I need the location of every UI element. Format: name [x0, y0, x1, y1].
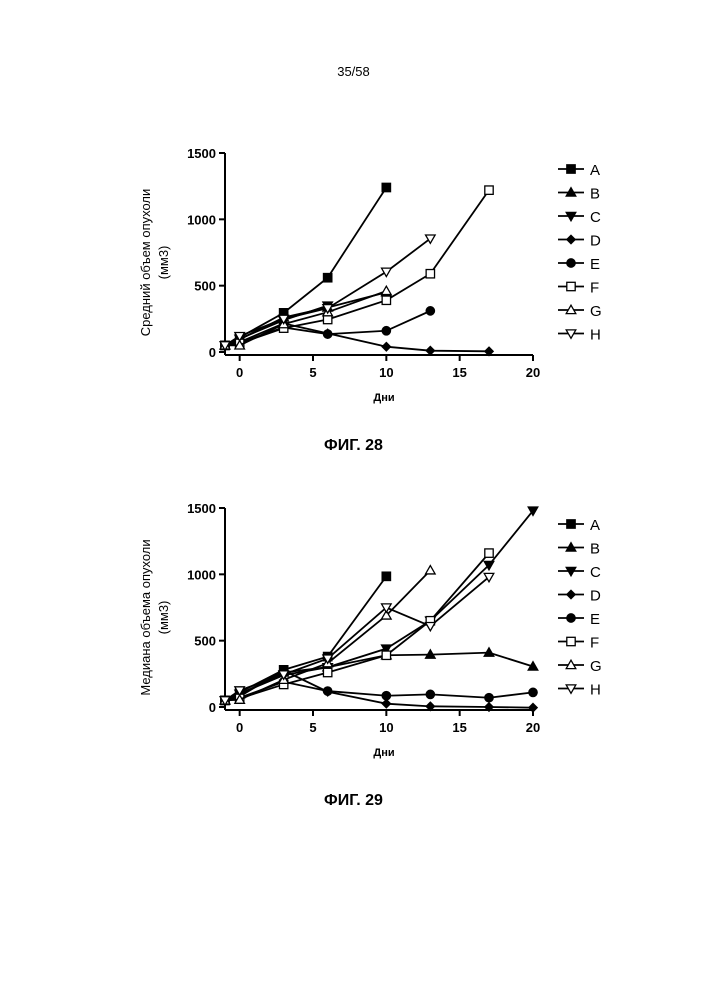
fig29-series-E-point [323, 687, 331, 695]
fig29-legend-marker [567, 590, 575, 598]
fig28-legend-marker [567, 165, 575, 173]
fig28-legend-item-A: A [558, 162, 600, 179]
fig28-series-A-point [323, 274, 331, 282]
fig28-y-tick-label: 1000 [187, 212, 216, 227]
fig29-series-D-point [382, 699, 390, 707]
fig28-legend-label: H [590, 327, 601, 344]
fig28-legend-item-B: B [558, 186, 600, 203]
fig28-legend-item-G: G [558, 303, 602, 320]
fig29-legend-label: G [590, 658, 602, 675]
fig29-legend-item-D: D [558, 588, 601, 605]
fig28-y-axis-label: Средний объем опухоли [138, 189, 153, 337]
fig29-x-axis-label: Дни [373, 747, 394, 759]
fig28-legend-label: E [590, 256, 600, 273]
fig29-series-A-point [382, 572, 390, 580]
fig29-series-F-point [323, 668, 331, 676]
fig29-legend-item-G: G [558, 658, 602, 675]
fig29-legend-item-F: F [558, 635, 599, 652]
fig29-x-tick-label: 0 [236, 720, 243, 735]
fig28-series-G-point [382, 286, 392, 294]
fig28-series-F-point [485, 186, 493, 194]
fig29-series-G [220, 566, 435, 704]
figure-29-caption: ФИГ. 29 [0, 792, 707, 810]
fig29-series-E-point [529, 688, 537, 696]
fig28-y-tick-label: 500 [194, 279, 216, 294]
fig29-series-C-line [225, 511, 533, 701]
fig29-legend-label: A [590, 517, 600, 534]
fig28-legend-item-D: D [558, 233, 601, 250]
fig29-series-A [221, 572, 391, 704]
fig28-series-E-point [426, 307, 434, 315]
fig28-series-F-point [426, 270, 434, 278]
fig29-series-C [220, 507, 538, 705]
fig28-series-E-point [323, 330, 331, 338]
fig28-y-axis-label: (мм3) [156, 246, 171, 280]
fig29-legend-item-C: C [558, 564, 601, 581]
fig28-legend-marker [567, 235, 575, 243]
fig29-y-tick-label: 0 [209, 700, 216, 715]
fig29-series-E-point [382, 692, 390, 700]
fig28-series-A-line [225, 187, 386, 345]
fig28-legend-item-E: E [558, 256, 600, 273]
figure-29-chart: 0 500 1000 1500 0 5 10 15 20 Дни Медиана объема оп… [0, 355, 707, 825]
fig28-legend-marker [567, 282, 575, 290]
fig29-legend-label: E [590, 611, 600, 628]
fig28-legend-label: C [590, 209, 601, 226]
fig28-legend-label: F [590, 280, 599, 297]
fig29-legend-label: F [590, 635, 599, 652]
fig28-legend-marker [567, 259, 575, 267]
fig29-series-F-point [485, 549, 493, 557]
fig29-y-tick-label: 500 [194, 634, 216, 649]
fig29-x-tick-label: 20 [526, 720, 540, 735]
fig28-legend-item-C: C [558, 209, 601, 226]
fig28-series-A-point [382, 183, 390, 191]
fig29-legend-label: H [590, 682, 601, 699]
fig28-legend-item-H: H [558, 327, 601, 344]
fig29-legend-item-E: E [558, 611, 600, 628]
fig28-y-tick-label: 1500 [187, 146, 216, 161]
fig29-series-G-line [225, 570, 430, 700]
fig29-series-F-line [225, 553, 489, 700]
fig28-legend-label: B [590, 186, 600, 203]
fig28-legend-label: D [590, 233, 601, 250]
fig28-series-F-line [225, 190, 489, 345]
fig28-series-F-point [323, 315, 331, 323]
fig29-x-tick-label: 10 [379, 720, 393, 735]
fig29-x-tick-label: 5 [309, 720, 316, 735]
fig28-series-D-point [382, 342, 390, 350]
fig29-y-tick-label: 1500 [187, 501, 216, 516]
fig28-series-E-point [382, 327, 390, 335]
fig29-legend-marker [567, 637, 575, 645]
fig29-series-E-point [426, 690, 434, 698]
fig28-series-F-point [382, 296, 390, 304]
fig29-legend-item-A: A [558, 517, 600, 534]
fig29-y-tick-label: 1000 [187, 567, 216, 582]
fig29-legend-label: D [590, 588, 601, 605]
fig29-x-tick-label: 15 [452, 720, 466, 735]
fig28-legend-label: A [590, 162, 600, 179]
fig29-legend-label: B [590, 541, 600, 558]
fig29-legend-item-B: B [558, 541, 600, 558]
fig29-legend-marker [567, 614, 575, 622]
fig29-y-axis-label: Медиана объема опухоли [138, 539, 153, 695]
fig29-y-axis-label: (мм3) [156, 601, 171, 635]
fig29-series-F-point [382, 651, 390, 659]
fig28-legend-item-F: F [558, 280, 599, 297]
fig29-series-E-point [485, 694, 493, 702]
fig29-series-G-point [426, 566, 436, 574]
fig29-legend-item-H: H [558, 682, 601, 699]
fig28-legend-label: G [590, 303, 602, 320]
fig28-series-D-point [426, 346, 434, 354]
fig29-legend-marker [567, 520, 575, 528]
fig28-series-H-point [382, 268, 392, 276]
fig29-series-H-point [426, 622, 436, 630]
fig29-legend-label: C [590, 564, 601, 581]
